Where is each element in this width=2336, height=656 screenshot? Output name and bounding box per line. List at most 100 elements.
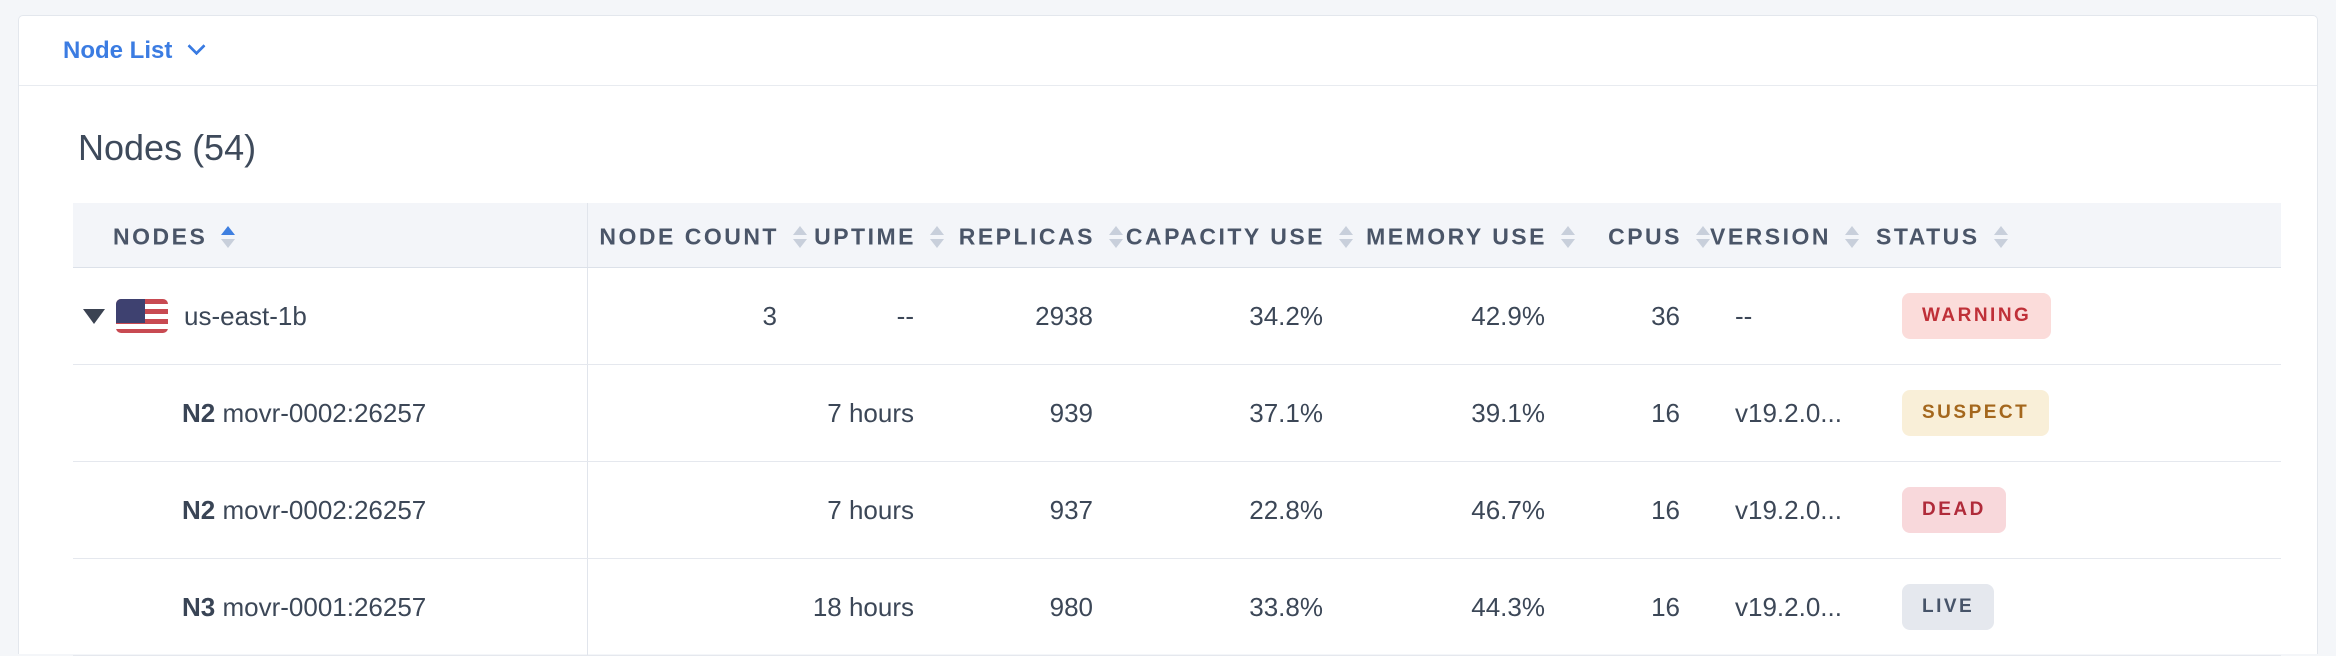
sort-desc-arrow [221,238,236,248]
status-cell: LIVE [1876,558,2281,656]
node-name: N2 movr-0002:26257 [73,495,587,526]
table-row-node[interactable]: N2 movr-0002:26257 7 hours 937 22.8% 46.7% 16… [73,461,2281,559]
column-header-label: VERSION [1710,223,1832,250]
version-cell: v19.2.0... [1710,558,1876,656]
sort-desc-arrow [1993,238,2008,248]
sort-asc-arrow [1561,225,1575,235]
node-address: movr-0002:26257 [215,494,427,525]
view-dropdown-button[interactable]: Node List [63,37,207,65]
sort-asc-arrow [1109,225,1123,235]
sort-desc-arrow [930,238,944,248]
node-name-cell: N2 movr-0002:26257 [73,461,588,559]
node-id: N2 [182,397,216,428]
uptime-cell: 7 hours [807,364,944,462]
status-cell: WARNING [1876,267,2281,365]
table-row-node[interactable]: N2 movr-0002:26257 7 hours 939 37.1% 39.1% 16… [73,364,2281,462]
flag-canton [116,299,145,324]
version-cell: v19.2.0... [1710,461,1876,559]
status-cell: SUSPECT [1876,364,2281,462]
memory-use-cell: 42.9% [1353,267,1575,365]
column-header-label: MEMORY USE [1366,223,1547,250]
sort-icon [1845,225,1860,248]
sort-asc-arrow [930,225,944,235]
sort-icon [1561,225,1575,248]
column-header-status[interactable]: STATUS [1876,203,2281,268]
node-name-cell: N3 movr-0001:26257 [73,558,588,656]
sort-icon [1109,225,1123,248]
sort-asc-arrow [1993,225,2008,235]
uptime-cell: -- [807,267,944,365]
column-header-uptime[interactable]: UPTIME [807,203,944,268]
replicas-cell: 939 [944,364,1123,462]
chevron-down-icon [187,37,207,56]
node-name: N2 movr-0002:26257 [73,398,587,429]
status-badge: SUSPECT [1902,390,2050,436]
column-header-label: REPLICAS [958,223,1095,250]
page-title: Nodes (54) [78,127,257,168]
cpus-cell: 16 [1575,364,1710,462]
replicas-cell: 980 [944,558,1123,656]
table-body: us-east-1b 3 -- 2938 34.2% 42.9% 36 -- WARNING N2… [73,267,2281,656]
capacity-use-cell: 37.1% [1123,364,1353,462]
cpus-cell: 16 [1575,558,1710,656]
node-count-cell [587,364,807,462]
column-header-label: CAPACITY USE [1125,223,1325,250]
sort-icon [793,225,807,248]
region-name-group: us-east-1b [73,299,587,333]
status-badge: DEAD [1902,487,2006,533]
node-id: N2 [182,494,216,525]
node-name-cell: us-east-1b [73,267,588,365]
node-address: movr-0001:26257 [215,591,427,622]
column-header-cpus[interactable]: CPUS [1575,203,1710,268]
sort-desc-arrow [1561,238,1575,248]
sort-asc-arrow [793,225,807,235]
column-header-label: NODES [113,223,208,250]
column-header-node_count[interactable]: NODE COUNT [587,203,807,268]
status-cell: DEAD [1876,461,2281,559]
status-badge: WARNING [1902,293,2052,339]
capacity-use-cell: 22.8% [1123,461,1353,559]
cpus-cell: 36 [1575,267,1710,365]
column-header-name[interactable]: NODES [73,203,588,268]
caret-down-icon[interactable] [83,308,105,324]
node-name: N3 movr-0001:26257 [73,592,587,623]
sort-icon [1696,225,1710,248]
sort-desc-arrow [793,238,807,248]
column-header-version[interactable]: VERSION [1710,203,1876,268]
column-header-capacity_use[interactable]: CAPACITY USE [1123,203,1353,268]
sort-desc-arrow [1339,238,1353,248]
sort-desc-arrow [1109,238,1123,248]
sort-asc-arrow [1845,225,1860,235]
table-row-node[interactable]: N3 movr-0001:26257 18 hours 980 33.8% 44.3% 1… [73,558,2281,656]
node-address: movr-0002:26257 [215,397,427,428]
sort-icon [1993,225,2008,248]
sort-asc-arrow [221,225,236,235]
replicas-cell: 2938 [944,267,1123,365]
sort-icon [930,225,944,248]
cpus-cell: 16 [1575,461,1710,559]
sort-asc-arrow [1339,225,1353,235]
column-header-label: NODE COUNT [599,223,779,250]
replicas-cell: 937 [944,461,1123,559]
version-cell: -- [1710,267,1876,365]
column-header-label: CPUS [1608,223,1682,250]
column-header-memory_use[interactable]: MEMORY USE [1353,203,1575,268]
sort-desc-arrow [1696,238,1710,248]
uptime-cell: 7 hours [807,461,944,559]
view-switcher-bar: Node List [19,16,2317,86]
content-area: Nodes (54) NODES NODE COUNT UPTIME REPLICAS… [19,126,2317,656]
column-header-label: UPTIME [814,223,916,250]
version-cell: v19.2.0... [1710,364,1876,462]
us-flag-icon [116,299,168,333]
uptime-cell: 18 hours [807,558,944,656]
table-row-region[interactable]: us-east-1b 3 -- 2938 34.2% 42.9% 36 -- WARNING [73,267,2281,365]
node-id: N3 [182,591,216,622]
column-header-replicas[interactable]: REPLICAS [944,203,1123,268]
column-header-label: STATUS [1876,223,1980,250]
table-header: NODES NODE COUNT UPTIME REPLICAS CAPACITY US… [73,203,2281,268]
memory-use-cell: 44.3% [1353,558,1575,656]
table-header-row: NODES NODE COUNT UPTIME REPLICAS CAPACITY US… [73,203,2281,268]
memory-use-cell: 39.1% [1353,364,1575,462]
sort-asc-arrow [1696,225,1710,235]
sort-desc-arrow [1845,238,1860,248]
